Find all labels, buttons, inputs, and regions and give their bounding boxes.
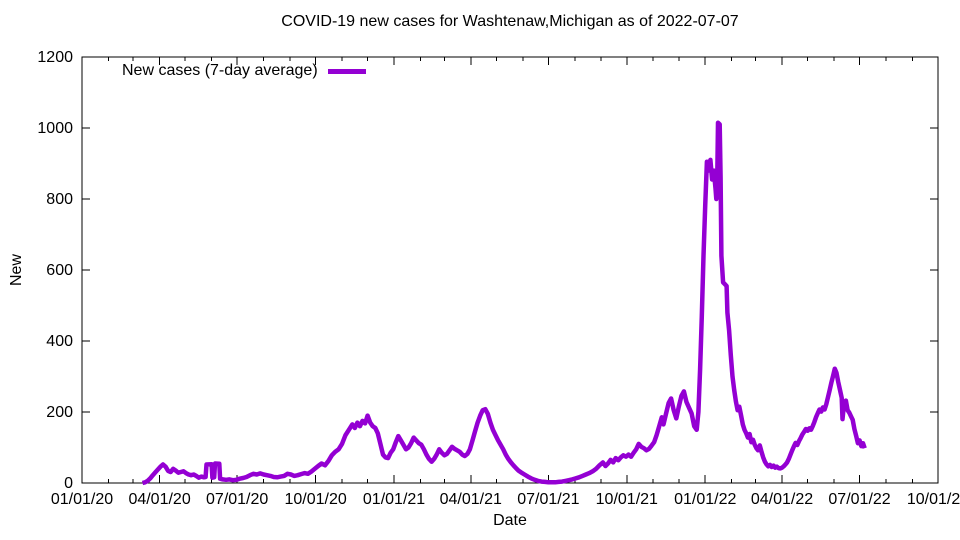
x-tick-label: 10/01/21 bbox=[596, 491, 658, 508]
legend-line-swatch bbox=[327, 68, 366, 74]
x-tick-label: 04/01/22 bbox=[751, 491, 813, 508]
plot-border bbox=[81, 56, 939, 484]
x-tick-label: 01/01/22 bbox=[674, 491, 736, 508]
y-axis-title: New bbox=[8, 254, 25, 287]
y-tick-label: 0 bbox=[64, 475, 73, 492]
x-tick-label: 10/01/22 bbox=[907, 491, 960, 508]
x-tick-label: 01/01/21 bbox=[363, 491, 425, 508]
x-tick-label: 07/01/21 bbox=[517, 491, 579, 508]
y-tick-label: 1000 bbox=[37, 120, 73, 137]
x-tick-label: 04/01/20 bbox=[128, 491, 190, 508]
series-line-new-cases bbox=[141, 120, 867, 486]
x-tick-label: 07/01/22 bbox=[828, 491, 890, 508]
x-tick-label: 04/01/21 bbox=[440, 491, 502, 508]
chart-title: COVID-19 new cases for Washtenaw,Michiga… bbox=[281, 13, 739, 30]
x-tick-label: 10/01/20 bbox=[284, 491, 346, 508]
y-tick-label: 600 bbox=[46, 262, 73, 279]
x-tick-label: 07/01/20 bbox=[206, 491, 268, 508]
y-tick-label: 200 bbox=[46, 404, 73, 421]
x-axis-title: Date bbox=[493, 512, 527, 529]
y-tick-label: 400 bbox=[46, 333, 73, 350]
x-tick-label: 01/01/20 bbox=[51, 491, 113, 508]
legend-label: New cases (7-day average) bbox=[122, 62, 318, 79]
legend: New cases (7-day average) bbox=[122, 62, 366, 80]
y-tick-label: 800 bbox=[46, 191, 73, 208]
y-tick-label: 1200 bbox=[37, 49, 73, 66]
